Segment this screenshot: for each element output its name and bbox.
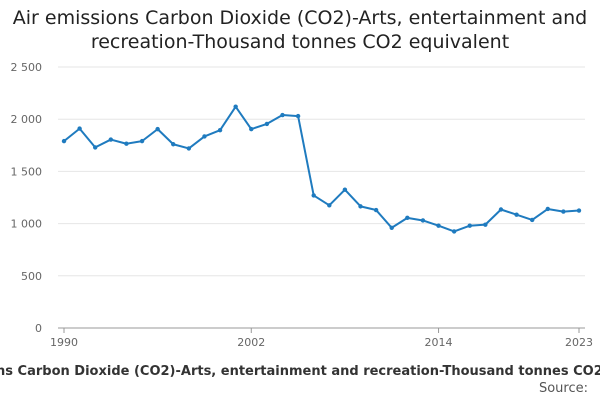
data-point-2016: [467, 223, 472, 228]
data-point-2013: [420, 218, 426, 223]
y-tick-label-2500: 2 500: [11, 61, 43, 74]
y-tick-label-1500: 1 500: [11, 165, 43, 178]
data-point-1991: [77, 126, 82, 131]
data-point-2003: [264, 121, 270, 127]
data-point-2008: [342, 187, 348, 192]
x-tick-label-2002: 2002: [237, 336, 265, 349]
data-point-2001: [233, 104, 238, 109]
data-points: [61, 104, 582, 234]
source-label: Source:: [538, 381, 588, 396]
data-point-2015: [451, 229, 457, 234]
data-point-2019: [514, 212, 519, 217]
series-line-0: [63, 105, 580, 233]
x-tick-label-2014: 2014: [425, 336, 453, 349]
data-point-2017: [483, 222, 488, 227]
data-point-2002: [249, 126, 254, 132]
y-tick-label-0: 0: [35, 322, 42, 335]
chart-title-line-1: Air emissions Carbon Dioxide (CO2)-Arts,…: [12, 7, 588, 29]
data-point-1996: [155, 126, 160, 132]
data-point-2005: [295, 113, 301, 119]
data-point-2009: [358, 204, 363, 209]
y-tick-label-1000: 1 000: [11, 218, 43, 231]
data-point-2004: [280, 112, 285, 118]
data-point-2022: [561, 209, 566, 214]
data-point-2020: [529, 217, 535, 223]
series-line-layer: [63, 105, 580, 233]
y-tick-label-500: 500: [21, 270, 42, 283]
data-point-2011: [389, 225, 394, 230]
axes: 0 500 1 000 1 500 2 000 2 500 1990 2002 2014 2023: [11, 61, 594, 349]
data-point-2010: [373, 207, 379, 213]
y-tick-label-2000: 2 000: [11, 113, 43, 126]
data-point-1999: [202, 134, 207, 139]
data-point-1998: [186, 146, 192, 151]
chart-caption: Air emissions Carbon Dioxide (CO2)-Arts,…: [0, 364, 600, 379]
data-point-1992: [93, 145, 98, 150]
data-point-2006: [311, 193, 316, 198]
x-tick-label-2023: 2023: [565, 336, 593, 349]
data-point-2007: [327, 203, 332, 208]
data-point-2000: [217, 127, 223, 133]
gridlines: [58, 66, 585, 277]
chart-title: Air emissions Carbon Dioxide (CO2)-Arts,…: [0, 6, 600, 54]
x-tick-label-1990: 1990: [50, 336, 78, 349]
chart-caption-text: Air emissions Carbon Dioxide (CO2)-Arts,…: [0, 364, 600, 379]
data-point-2014: [436, 223, 441, 228]
data-point-2021: [545, 206, 550, 212]
data-point-1995: [139, 138, 145, 144]
data-point-2012: [405, 215, 410, 221]
data-point-2018: [498, 207, 504, 212]
data-point-2023: [576, 208, 582, 213]
data-point-1997: [171, 142, 176, 147]
data-point-1993: [108, 137, 114, 142]
data-point-1994: [124, 141, 129, 146]
data-point-1990: [61, 138, 67, 144]
chart-title-line-2: recreation-Thousand tonnes CO2 equivalen…: [90, 31, 510, 53]
